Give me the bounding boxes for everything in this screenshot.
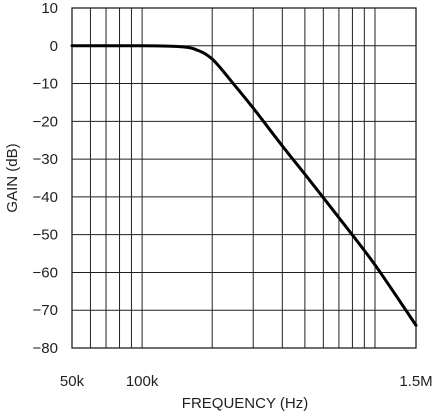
y-tick-label: −80 bbox=[33, 340, 58, 357]
y-axis-tick-labels: 10 0 −10 −20 −30 −40 −50 −60 −70 −80 bbox=[33, 0, 58, 357]
x-tick-label: 100k bbox=[126, 373, 159, 390]
gain-curve bbox=[70, 44, 418, 327]
chart-grid bbox=[71, 7, 416, 349]
y-tick-label: −20 bbox=[33, 113, 58, 130]
y-tick-label: −40 bbox=[33, 189, 58, 206]
x-tick-label: 1.5M bbox=[399, 373, 432, 390]
y-tick-label: −30 bbox=[33, 151, 58, 168]
y-tick-label: −70 bbox=[33, 302, 58, 319]
y-tick-label: −50 bbox=[33, 227, 58, 244]
y-tick-label: −60 bbox=[33, 264, 58, 281]
x-axis-title: FREQUENCY (Hz) bbox=[182, 395, 308, 412]
y-axis-title: GAIN (dB) bbox=[4, 143, 21, 212]
x-axis-tick-labels: 50k 100k 1.5M bbox=[60, 373, 433, 390]
y-tick-label: 10 bbox=[41, 0, 58, 17]
y-tick-label: −10 bbox=[33, 76, 58, 93]
y-tick-label: 0 bbox=[50, 38, 58, 55]
x-tick-label: 50k bbox=[60, 373, 85, 390]
plot-frame bbox=[71, 7, 417, 349]
